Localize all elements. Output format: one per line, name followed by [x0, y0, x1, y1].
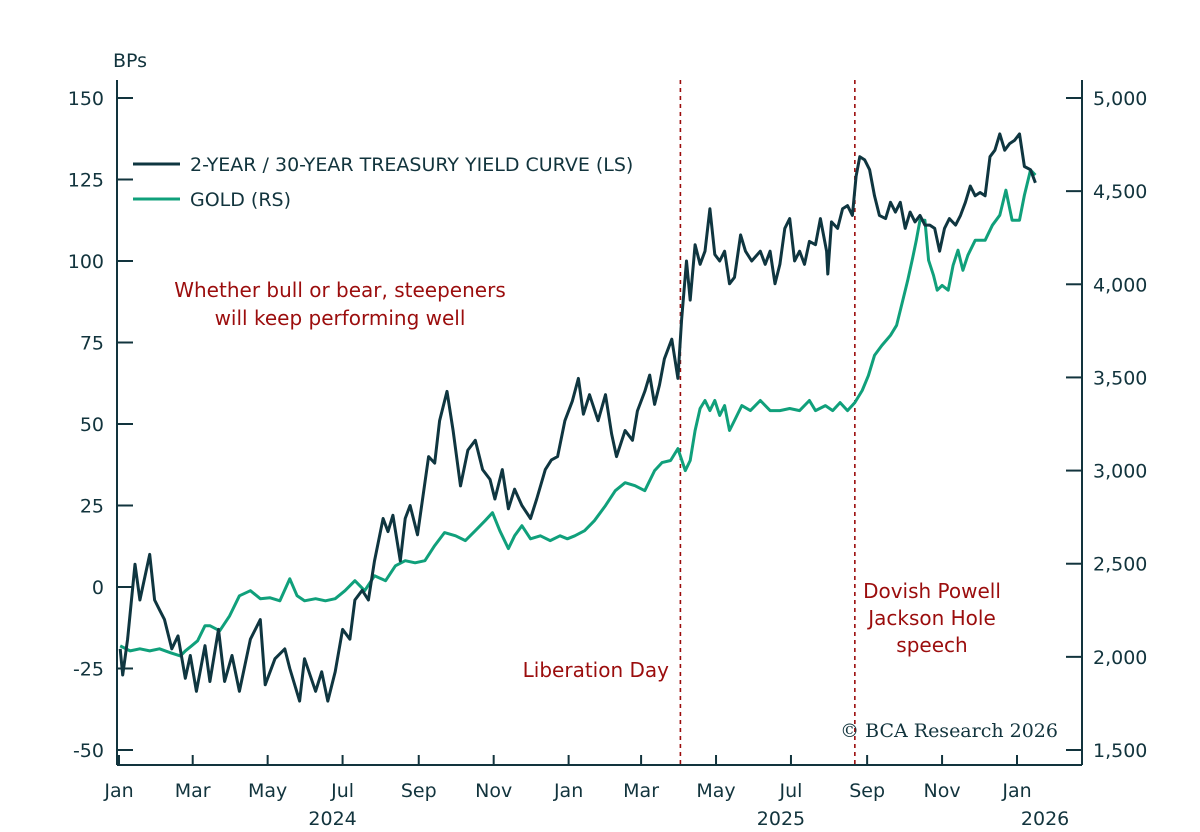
right-tick-label: 4,000 — [1093, 274, 1147, 296]
legend-label-gold: GOLD (RS) — [190, 189, 291, 211]
jackson-hole-label-1: Dovish Powell — [863, 579, 1001, 603]
left-tick-label: 75 — [80, 333, 104, 355]
right-tick-label: 3,000 — [1093, 461, 1147, 483]
right-tick-label: 5,000 — [1093, 88, 1147, 110]
x-tick-label: Jan — [553, 780, 583, 802]
annotation-line-1: Whether bull or bear, steepeners — [174, 278, 506, 302]
left-tick-label: 100 — [68, 251, 104, 273]
x-tick-label: May — [696, 780, 735, 802]
left-tick-label: 150 — [68, 88, 104, 110]
right-tick-label: 2,500 — [1093, 554, 1147, 576]
left-tick-label: 50 — [80, 414, 104, 436]
legend-label-yield-curve: 2-YEAR / 30-YEAR TREASURY YIELD CURVE (L… — [190, 154, 633, 176]
liberation-day-label: Liberation Day — [523, 658, 670, 682]
legend: 2-YEAR / 30-YEAR TREASURY YIELD CURVE (L… — [133, 154, 633, 211]
right-tick-label: 3,500 — [1093, 367, 1147, 389]
jackson-hole-label-2: Jackson Hole — [866, 606, 996, 630]
x-tick-label: Mar — [175, 780, 211, 802]
x-tick-label: Nov — [475, 780, 512, 802]
right-tick-label: 2,000 — [1093, 647, 1147, 669]
yield-curve-line — [118, 132, 1037, 703]
jackson-hole-label-3: speech — [896, 633, 967, 657]
left-tick-label: -50 — [73, 740, 104, 762]
x-tick-label: Nov — [924, 780, 961, 802]
x-tick-label: Jan — [103, 780, 133, 802]
left-tick-label: 0 — [92, 577, 104, 599]
left-tick-label: 25 — [80, 496, 104, 518]
annotation-line-2: will keep performing well — [215, 306, 466, 330]
x-tick-label: Mar — [623, 780, 659, 802]
x-year-label: 2024 — [308, 808, 356, 830]
x-year-label: 2025 — [757, 808, 805, 830]
right-tick-label: 1,500 — [1093, 740, 1147, 762]
left-axis-label: BPs — [113, 50, 147, 72]
left-tick-label: -25 — [73, 659, 104, 681]
x-tick-label: Jan — [1001, 780, 1031, 802]
x-tick-label: Sep — [401, 780, 437, 802]
x-tick-label: Jul — [778, 780, 802, 802]
copyright-watermark: © BCA Research 2026 — [840, 720, 1058, 742]
x-tick-label: Jul — [330, 780, 354, 802]
x-year-label: 2026 — [1021, 808, 1069, 830]
x-tick-label: May — [248, 780, 287, 802]
left-tick-label: 125 — [68, 170, 104, 192]
x-tick-label: Sep — [849, 780, 885, 802]
right-tick-label: 4,500 — [1093, 181, 1147, 203]
